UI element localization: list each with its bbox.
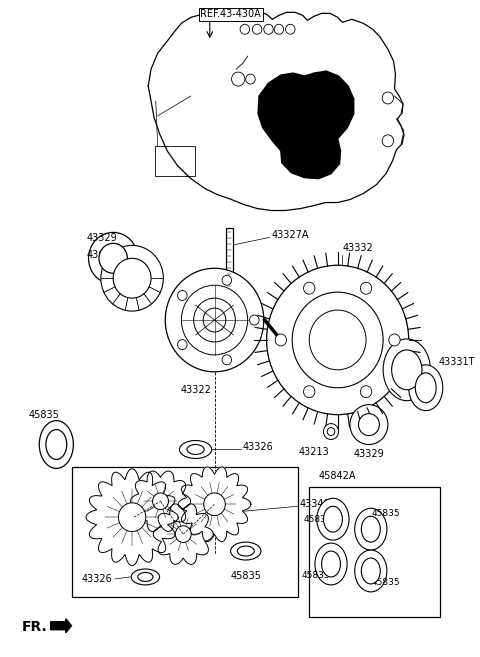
Ellipse shape [361, 558, 380, 584]
Circle shape [165, 268, 264, 372]
Polygon shape [178, 467, 251, 541]
Circle shape [327, 428, 335, 436]
Circle shape [360, 386, 372, 397]
Ellipse shape [408, 365, 443, 411]
Polygon shape [51, 619, 72, 633]
Text: 43213: 43213 [299, 447, 329, 457]
Text: 43625B: 43625B [86, 250, 124, 260]
Circle shape [266, 265, 408, 415]
Ellipse shape [415, 373, 436, 403]
Circle shape [181, 285, 248, 355]
Circle shape [178, 290, 187, 300]
Text: 43326: 43326 [243, 443, 274, 453]
Ellipse shape [315, 543, 347, 585]
Circle shape [303, 386, 315, 397]
Circle shape [222, 275, 231, 285]
Ellipse shape [46, 430, 67, 459]
Circle shape [175, 526, 191, 543]
Text: 45835: 45835 [230, 571, 261, 581]
Text: 45835: 45835 [303, 514, 332, 524]
Circle shape [359, 414, 379, 436]
Circle shape [303, 283, 315, 294]
Text: 45835: 45835 [372, 509, 400, 518]
Text: 43326: 43326 [82, 574, 113, 584]
Text: 43332: 43332 [342, 243, 373, 254]
Text: 43322: 43322 [180, 385, 211, 395]
Circle shape [360, 283, 372, 294]
Circle shape [250, 315, 259, 325]
Text: FR.: FR. [22, 620, 48, 634]
Text: 43340: 43340 [300, 499, 330, 509]
Text: REF.43-430A: REF.43-430A [200, 9, 261, 19]
Ellipse shape [324, 507, 342, 532]
Ellipse shape [355, 509, 387, 550]
Circle shape [203, 308, 226, 332]
Ellipse shape [237, 546, 254, 556]
Circle shape [88, 233, 138, 284]
Bar [72, 467, 298, 597]
Text: 43327A: 43327A [271, 231, 309, 240]
Circle shape [222, 355, 231, 365]
Text: 45842A: 45842A [319, 471, 357, 482]
Polygon shape [258, 71, 354, 179]
Circle shape [389, 334, 400, 346]
Text: 43329: 43329 [86, 233, 118, 243]
Circle shape [309, 310, 366, 370]
Ellipse shape [39, 420, 73, 468]
Circle shape [119, 503, 146, 532]
Ellipse shape [361, 516, 380, 542]
Ellipse shape [383, 339, 431, 401]
Circle shape [204, 493, 225, 516]
Polygon shape [153, 504, 213, 564]
Bar [155, 146, 194, 175]
Text: 45835: 45835 [372, 578, 400, 587]
Ellipse shape [355, 550, 387, 592]
Ellipse shape [230, 542, 261, 560]
Circle shape [153, 493, 168, 510]
Circle shape [113, 258, 151, 298]
Bar [226, 229, 232, 290]
Text: 43328: 43328 [293, 303, 324, 313]
Text: 43329: 43329 [354, 449, 384, 459]
Polygon shape [148, 11, 404, 210]
Text: 45835: 45835 [301, 572, 330, 580]
Ellipse shape [180, 441, 212, 459]
Circle shape [193, 298, 235, 342]
Circle shape [292, 292, 383, 388]
Circle shape [178, 340, 187, 350]
Circle shape [350, 405, 388, 445]
Ellipse shape [392, 350, 422, 390]
Bar [309, 487, 440, 617]
Ellipse shape [322, 551, 340, 577]
Ellipse shape [138, 572, 153, 581]
Circle shape [99, 243, 127, 273]
Ellipse shape [187, 445, 204, 455]
Circle shape [275, 334, 287, 346]
Text: 45835: 45835 [29, 409, 60, 420]
Ellipse shape [317, 498, 349, 540]
Polygon shape [131, 471, 191, 532]
Circle shape [324, 424, 338, 440]
Text: 43331T: 43331T [439, 357, 476, 367]
Circle shape [101, 245, 163, 311]
Ellipse shape [131, 569, 159, 585]
Polygon shape [86, 468, 178, 566]
